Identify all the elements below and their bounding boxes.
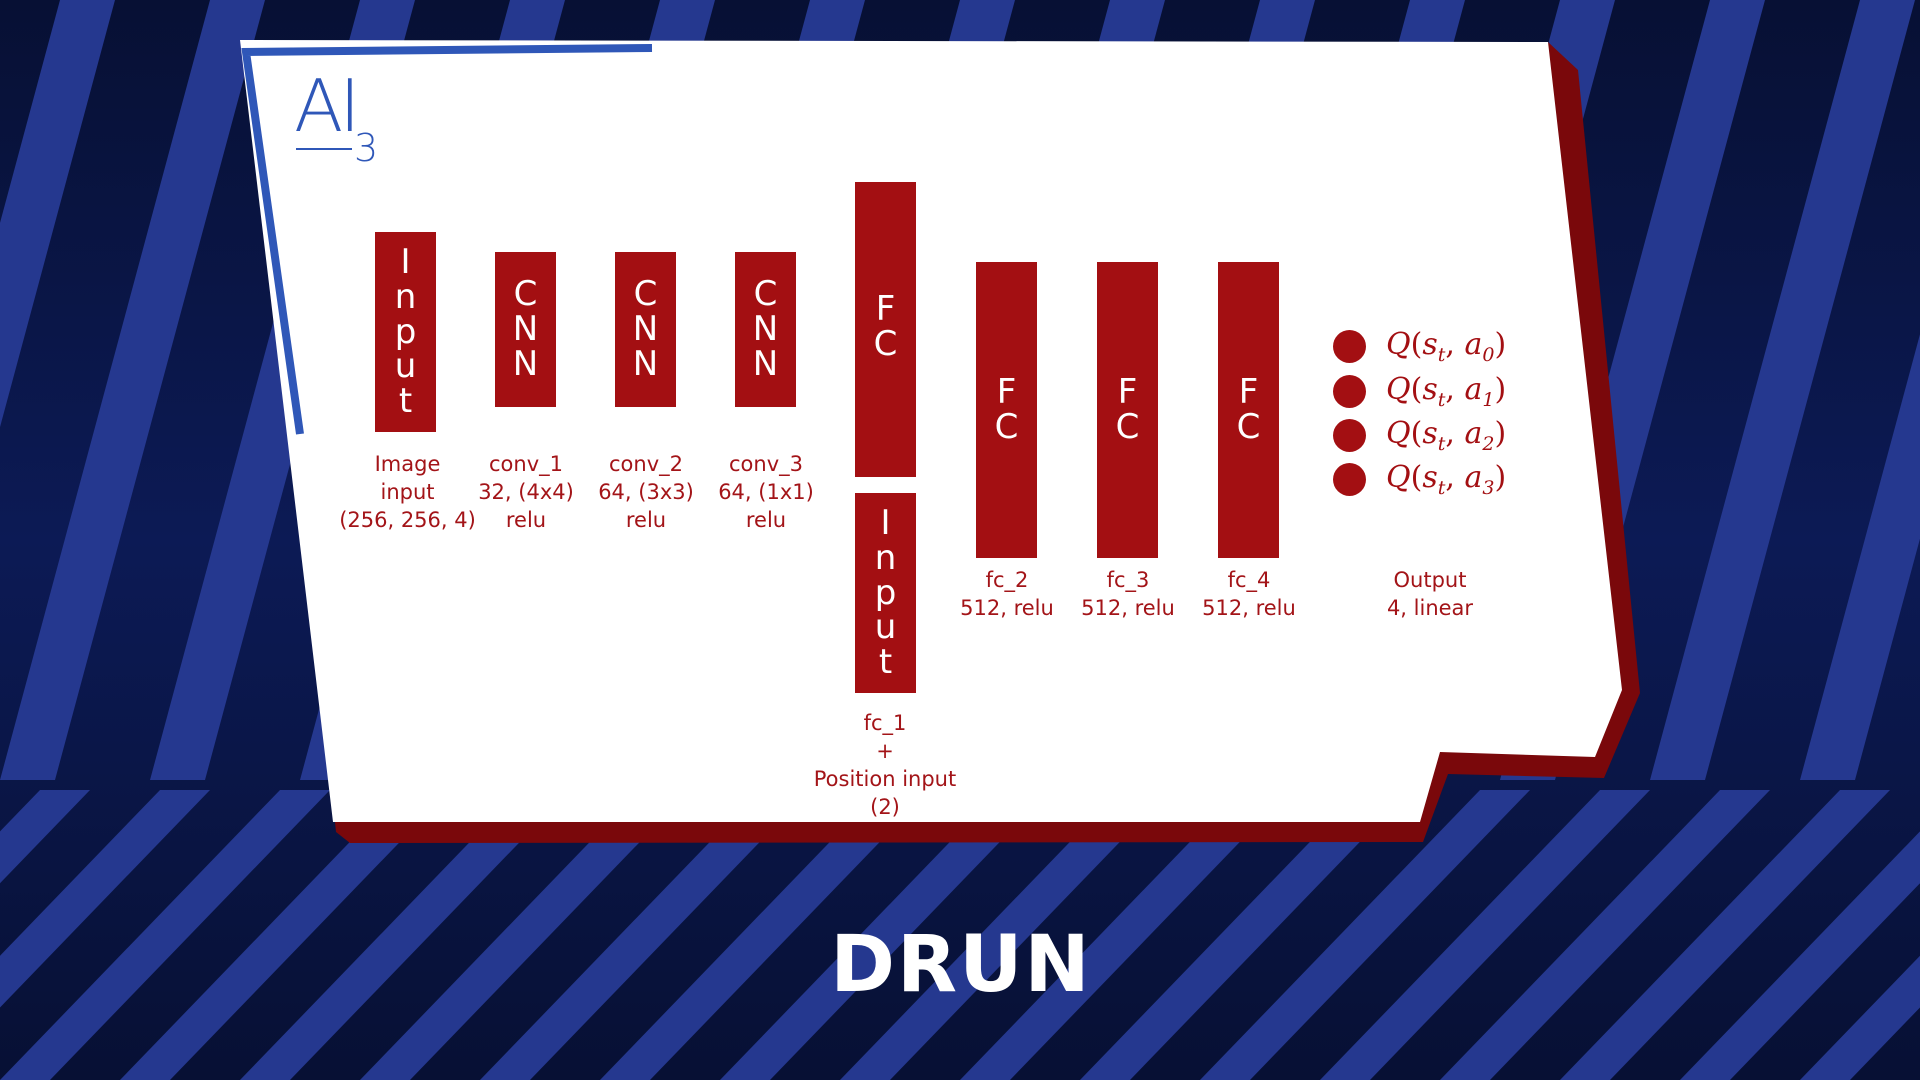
block-letter: n (394, 276, 417, 317)
block-letter: t (398, 381, 413, 421)
logo-main: AI (294, 64, 360, 148)
card-face (240, 40, 1622, 822)
output-node-dot (1333, 330, 1366, 363)
card-corner-accent (241, 44, 653, 435)
output-q-value: Q(st, a2) (1386, 416, 1507, 455)
background-stripe (600, 790, 930, 1080)
background-stripe (1200, 790, 1530, 1080)
block-letter: N (752, 343, 779, 384)
background-stripe (1080, 790, 1410, 1080)
block-letter: F (1117, 372, 1138, 413)
output-q-value: Q(st, a0) (1386, 327, 1507, 366)
background-stripe (360, 790, 690, 1080)
input-image-label: Image input (256, 256, 4) (339, 452, 476, 532)
block-letter: I (880, 503, 891, 544)
background-stripe (1320, 790, 1650, 1080)
output-q-value: Q(st, a3) (1386, 460, 1507, 499)
block-letter: C (753, 274, 778, 315)
background-stripe (0, 790, 330, 1080)
background-stripe (960, 790, 1290, 1080)
conv1-label: conv_1 32, (4x4) relu (478, 452, 574, 532)
output-label: Output 4, linear (1386, 568, 1474, 620)
block-letter: u (874, 607, 897, 648)
conv2-label: conv_2 64, (3x3) relu (598, 452, 694, 532)
fc2-label: fc_2 512, relu (960, 568, 1054, 620)
output-q-row: Q(st, a0) (1333, 327, 1506, 366)
background-stripe (0, 0, 265, 780)
background-stripe (1800, 334, 1920, 780)
ai3-logo: AI 3 (294, 70, 378, 170)
block-letter: C (1236, 407, 1261, 447)
output-q-row: Q(st, a1) (1333, 372, 1506, 411)
background-stripe (0, 790, 90, 884)
block-letter: F (996, 372, 1017, 413)
background-stripe (1800, 955, 1920, 1080)
background-stripe (1560, 790, 1890, 1080)
background-stripe (0, 0, 115, 428)
block-letter: t (878, 642, 893, 682)
output-node-dot (1333, 375, 1366, 408)
background-stripe (120, 790, 450, 1080)
block-letter: u (394, 346, 417, 387)
block-letter: N (632, 343, 659, 384)
background-stripe (1440, 790, 1770, 1080)
drun-logo: DRUN (830, 920, 1092, 1010)
fc1-label: fc_1 + Position input (2) (813, 711, 957, 819)
background-stripe (840, 790, 1170, 1080)
output-q-row: Q(st, a2) (1333, 416, 1506, 455)
output-q-row: Q(st, a3) (1333, 460, 1506, 499)
block-letter: N (512, 309, 539, 350)
logo-underline (296, 148, 352, 150)
background-stripe (480, 790, 810, 1080)
fc4-label: fc_4 512, relu (1202, 568, 1296, 620)
block-letter: C (1115, 407, 1140, 447)
block-letter: F (1238, 372, 1259, 413)
conv3-label: conv_3 64, (1x1) relu (718, 452, 814, 532)
output-node-dot (1333, 463, 1366, 496)
output-q-value: Q(st, a1) (1386, 372, 1507, 411)
output-node-dot (1333, 419, 1366, 452)
fc3-label: fc_3 512, relu (1081, 568, 1175, 620)
block-letter: p (394, 311, 417, 352)
background-stripe (1650, 0, 1915, 780)
block-letter: C (633, 274, 658, 315)
background-stripe (720, 790, 1050, 1080)
background-stripe (240, 790, 570, 1080)
background-stripe (1680, 831, 1920, 1080)
block-letter: F (875, 289, 896, 329)
block-letter: p (874, 572, 897, 613)
block-letter: n (874, 537, 897, 578)
block-letter: C (513, 274, 538, 315)
block-letter: N (632, 309, 659, 350)
block-letter: N (512, 343, 539, 384)
background-stripe (0, 790, 210, 1008)
logo-subscript: 3 (354, 126, 379, 170)
block-letter: C (994, 407, 1019, 447)
block-letter: N (752, 309, 779, 350)
block-letter: I (400, 242, 411, 283)
block-letter: C (873, 323, 898, 364)
